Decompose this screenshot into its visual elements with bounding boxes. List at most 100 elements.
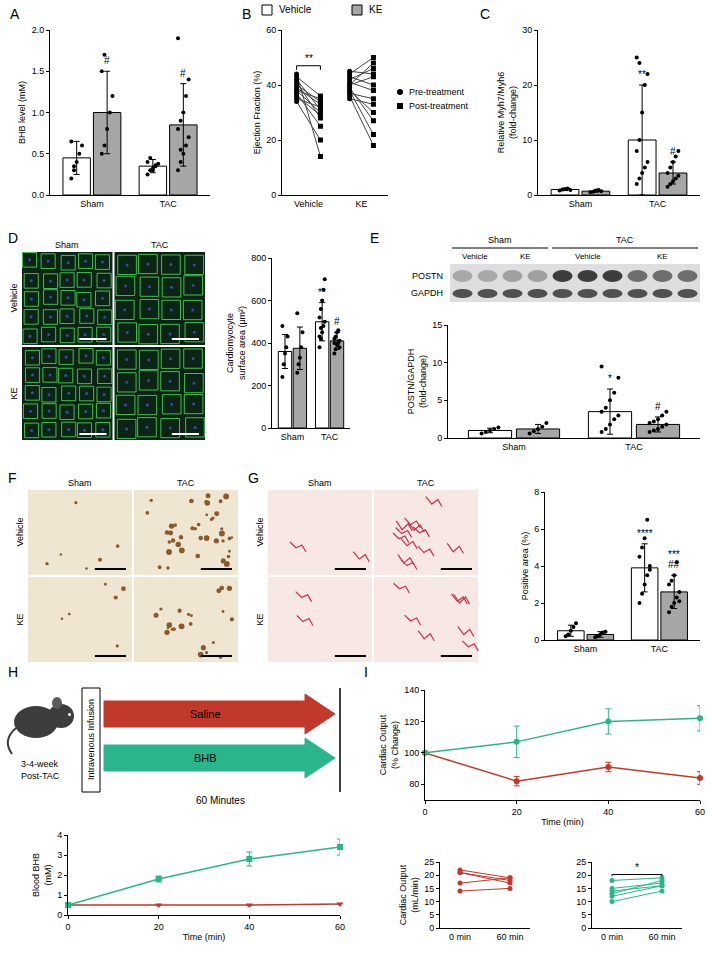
- svg-text:5: 5: [581, 910, 586, 920]
- svg-text:***: ***: [668, 549, 680, 560]
- svg-text:0.5: 0.5: [32, 149, 45, 159]
- svg-text:Cardiac Output(% Change): Cardiac Output(% Change): [378, 714, 400, 775]
- svg-text:F: F: [8, 470, 17, 486]
- svg-text:H: H: [8, 664, 18, 680]
- svg-text:800: 800: [251, 253, 266, 263]
- svg-text:TAC: TAC: [625, 442, 643, 452]
- svg-text:KE: KE: [9, 387, 19, 399]
- svg-text:Sham: Sham: [80, 199, 104, 209]
- svg-text:Positive area (%): Positive area (%): [520, 532, 530, 601]
- svg-text:TAC: TAC: [417, 478, 435, 488]
- svg-text:0: 0: [261, 423, 266, 433]
- svg-text:****: ****: [637, 528, 653, 539]
- svg-text:120: 120: [404, 717, 419, 727]
- svg-text:10: 10: [522, 135, 532, 145]
- svg-text:200: 200: [251, 381, 266, 391]
- svg-text:20: 20: [154, 922, 164, 932]
- svg-text:600: 600: [251, 296, 266, 306]
- svg-text:#: #: [180, 68, 186, 79]
- svg-text:KE: KE: [15, 613, 25, 625]
- svg-text:40: 40: [244, 922, 254, 932]
- svg-text:#: #: [104, 55, 110, 66]
- svg-text:E: E: [370, 230, 379, 246]
- svg-text:Time (min): Time (min): [183, 932, 226, 942]
- svg-text:20: 20: [512, 807, 522, 817]
- svg-text:Intravenous Infusion: Intravenous Infusion: [86, 699, 96, 780]
- svg-text:400: 400: [251, 338, 266, 348]
- svg-text:5: 5: [437, 395, 442, 405]
- svg-text:2: 2: [534, 598, 539, 608]
- svg-text:Vehicle: Vehicle: [462, 252, 488, 261]
- svg-text:40: 40: [266, 80, 276, 90]
- svg-text:TAC: TAC: [159, 199, 177, 209]
- svg-text:TAC: TAC: [616, 235, 634, 245]
- svg-text:10: 10: [432, 358, 442, 368]
- svg-text:A: A: [10, 6, 20, 22]
- svg-text:Pre-treatment: Pre-treatment: [409, 87, 465, 97]
- svg-text:Vehicle: Vehicle: [9, 283, 19, 312]
- svg-text:Sham: Sham: [55, 240, 79, 250]
- svg-text:80: 80: [409, 779, 419, 789]
- svg-text:0.0: 0.0: [32, 190, 45, 200]
- svg-text:B: B: [242, 6, 251, 22]
- svg-text:0: 0: [65, 922, 70, 932]
- svg-text:5: 5: [429, 910, 434, 920]
- svg-text:C: C: [480, 6, 490, 22]
- svg-text:**: **: [305, 53, 313, 64]
- svg-text:BHB level (mM): BHB level (mM): [17, 81, 27, 144]
- svg-text:60: 60: [335, 922, 345, 932]
- svg-text:KE: KE: [657, 252, 668, 261]
- svg-text:60 min: 60 min: [496, 932, 523, 942]
- svg-text:#: #: [670, 146, 676, 157]
- svg-text:4: 4: [534, 561, 539, 571]
- svg-text:BHB: BHB: [194, 752, 217, 764]
- svg-text:30: 30: [522, 25, 532, 35]
- svg-text:6: 6: [534, 524, 539, 534]
- svg-text:40: 40: [603, 807, 613, 817]
- svg-text:Cardiomyocytesurface area (μm²: Cardiomyocytesurface area (μm²): [225, 306, 247, 380]
- svg-text:4: 4: [57, 830, 62, 840]
- svg-text:Relative Myh7/Myh6(fold-change: Relative Myh7/Myh6(fold-change): [496, 72, 518, 154]
- svg-text:#: #: [655, 401, 661, 412]
- svg-text:KE: KE: [369, 4, 383, 15]
- svg-text:KE: KE: [520, 252, 531, 261]
- svg-text:8: 8: [534, 487, 539, 497]
- svg-text:20: 20: [424, 870, 434, 880]
- svg-text:0 min: 0 min: [449, 932, 471, 942]
- svg-text:TAC: TAC: [321, 432, 339, 442]
- svg-text:0: 0: [581, 923, 586, 933]
- svg-text:*: *: [635, 862, 639, 873]
- svg-text:Sham: Sham: [488, 235, 512, 245]
- svg-text:0: 0: [429, 923, 434, 933]
- svg-text:20: 20: [576, 870, 586, 880]
- svg-text:0: 0: [422, 807, 427, 817]
- svg-text:25: 25: [424, 857, 434, 867]
- svg-text:60 min: 60 min: [648, 932, 675, 942]
- svg-text:Sham: Sham: [569, 199, 593, 209]
- svg-text:KE: KE: [355, 199, 367, 209]
- svg-text:TAC: TAC: [649, 199, 667, 209]
- svg-text:0: 0: [527, 190, 532, 200]
- svg-text:POSTN/GAPDH(fold-change): POSTN/GAPDH(fold-change): [406, 349, 428, 415]
- svg-text:3: 3: [57, 850, 62, 860]
- svg-text:1.5: 1.5: [32, 66, 45, 76]
- svg-text:15: 15: [576, 884, 586, 894]
- svg-text:Blood BHB(mM): Blood BHB(mM): [31, 853, 53, 897]
- svg-text:D: D: [8, 230, 18, 246]
- svg-text:15: 15: [432, 320, 442, 330]
- svg-text:Vehicle: Vehicle: [279, 4, 312, 15]
- svg-text:Vehicle: Vehicle: [15, 517, 25, 546]
- svg-text:60: 60: [695, 807, 705, 817]
- svg-text:Ejection Fraction (%): Ejection Fraction (%): [252, 71, 262, 155]
- svg-text:Sham: Sham: [68, 478, 92, 488]
- svg-text:TAC: TAC: [177, 478, 195, 488]
- svg-text:Post-treatment: Post-treatment: [409, 101, 469, 111]
- svg-text:##: ##: [668, 559, 680, 570]
- svg-text:KE: KE: [255, 613, 265, 625]
- svg-text:Time (min): Time (min): [541, 817, 584, 827]
- svg-text:3-4-week: 3-4-week: [21, 759, 59, 769]
- svg-text:Vehicle: Vehicle: [294, 199, 323, 209]
- svg-text:Sham: Sham: [574, 644, 598, 654]
- svg-text:0: 0: [534, 635, 539, 645]
- svg-text:TAC: TAC: [151, 240, 169, 250]
